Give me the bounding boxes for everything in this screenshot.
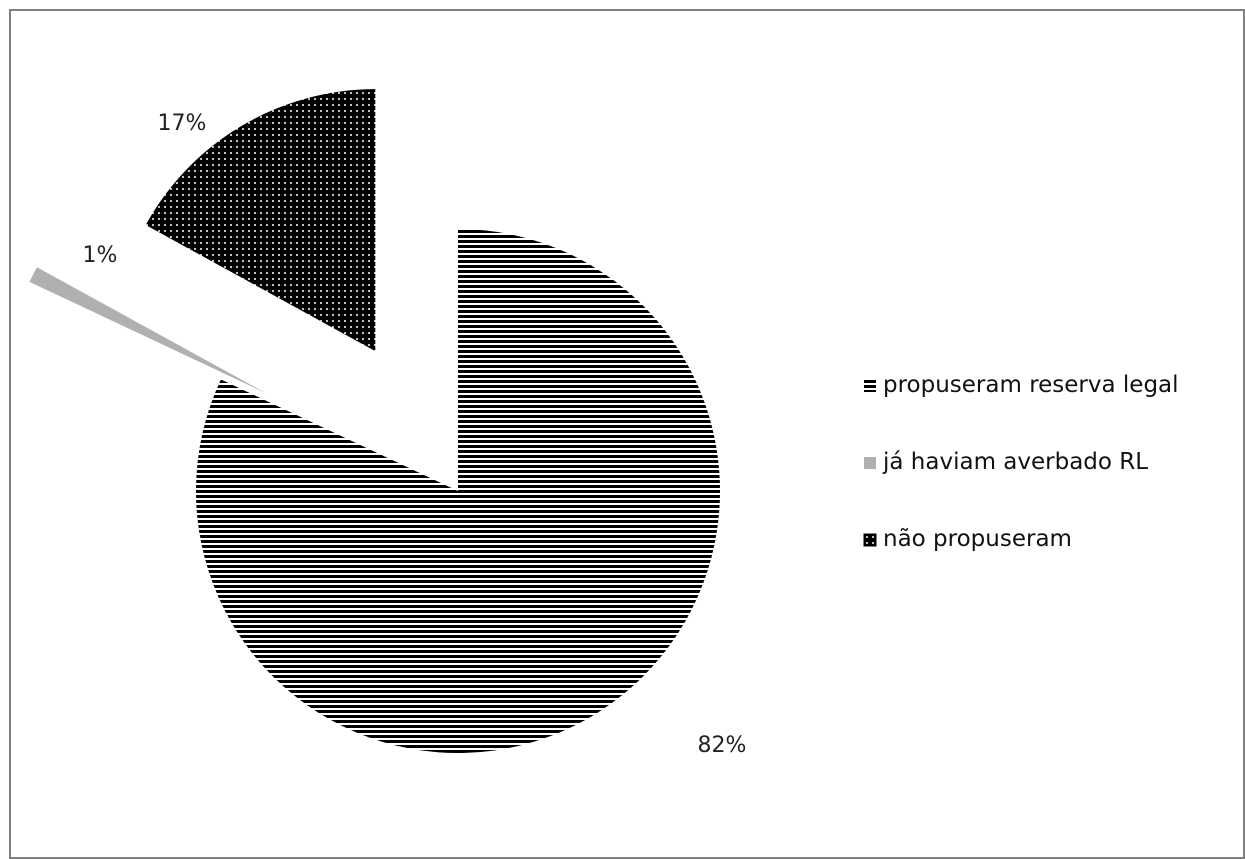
pie-slice-2: [29, 267, 267, 394]
legend: propuseram reserva legal já haviam averba…: [863, 372, 1179, 552]
legend-swatch: [864, 380, 876, 392]
slice-percent-label: 1%: [83, 243, 118, 268]
legend-label: já haviam averbado RL: [882, 449, 1148, 475]
pie-slice-1: [196, 229, 721, 754]
legend-swatch: [864, 457, 876, 469]
legend-label: propuseram reserva legal: [883, 372, 1179, 398]
legend-label: não propuseram: [883, 526, 1072, 552]
slice-percent-label: 82%: [698, 733, 747, 758]
pie-slice-3: [145, 89, 376, 352]
slice-percent-label: 17%: [158, 111, 207, 136]
legend-swatch: [863, 533, 877, 547]
